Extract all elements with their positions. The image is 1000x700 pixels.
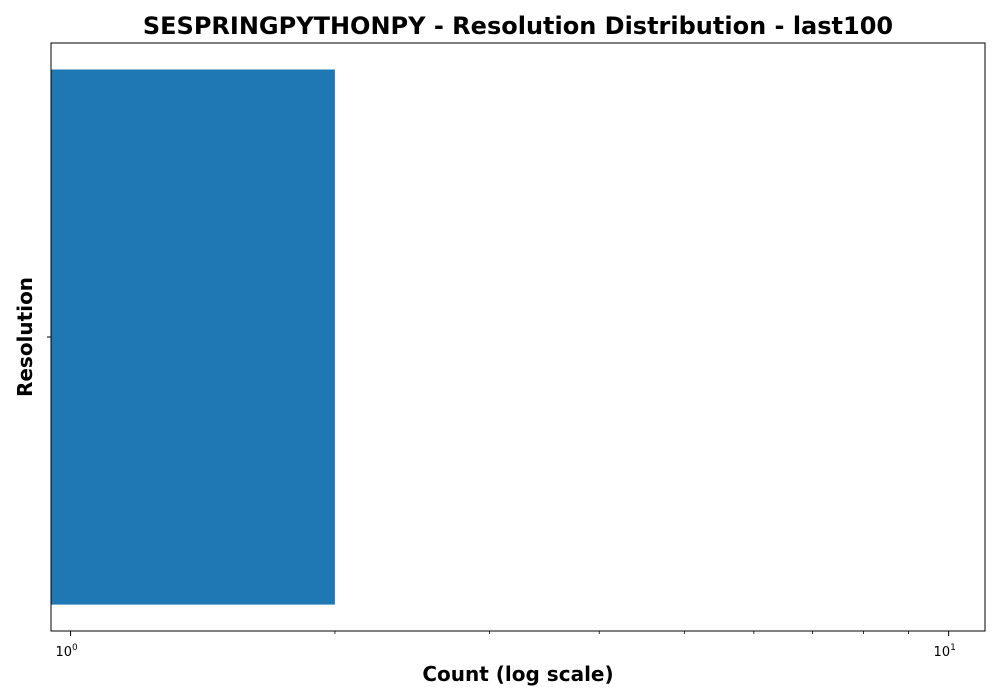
y-axis-label: Resolution (13, 277, 37, 397)
x-tick-label-0: 100 (55, 643, 78, 660)
bar-0 (51, 70, 335, 605)
chart-title: SESPRINGPYTHONPY - Resolution Distributi… (143, 12, 893, 40)
plot-area: 100 101 (47, 43, 985, 660)
x-axis-label: Count (log scale) (422, 662, 613, 686)
x-tick-label-1: 101 (934, 643, 956, 660)
